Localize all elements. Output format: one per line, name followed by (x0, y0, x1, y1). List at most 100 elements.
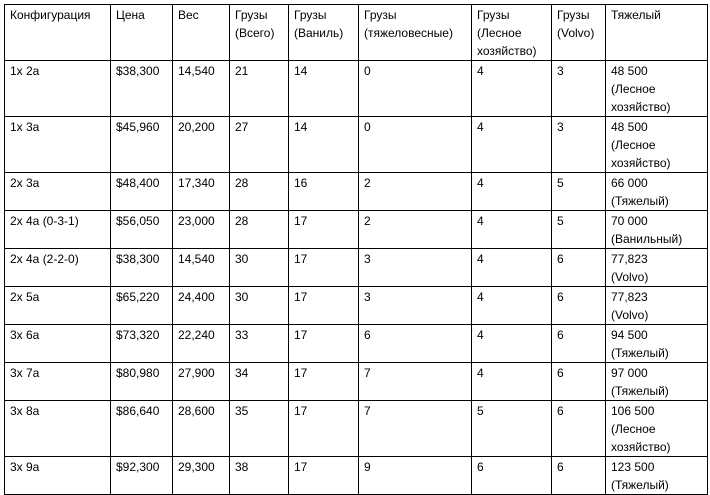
cell-loads-total: 21 (229, 60, 289, 117)
header-loads-forestry: Грузы (Лесное хозяйство) (471, 4, 552, 61)
cell-config: 3x 9a (4, 456, 111, 495)
cell-config: 3x 7a (4, 362, 111, 401)
cell-price: $73,320 (110, 324, 173, 363)
cell-price: $38,300 (110, 248, 173, 287)
cell-config: 3x 8a (4, 400, 111, 457)
table-row: 3x 6a $73,320 22,240 33 17 6 4 6 94 500 (Тяжелый… (4, 324, 708, 363)
cell-loads-vanilla: 14 (288, 60, 359, 117)
table-row: 1x 3a $45,960 20,200 27 14 0 4 3 48 500 (Лесное … (4, 116, 708, 173)
cell-config: 3x 6a (4, 324, 111, 363)
cell-price: $92,300 (110, 456, 173, 495)
header-price: Цена (110, 4, 173, 61)
cell-heavy: 94 500 (Тяжелый) (605, 324, 708, 363)
cell-price: $86,640 (110, 400, 173, 457)
cell-heavy: 97 000 (Тяжелый) (605, 362, 708, 401)
cell-loads-vanilla: 17 (288, 362, 359, 401)
header-heavy: Тяжелый (605, 4, 708, 61)
cell-loads-vanilla: 16 (288, 172, 359, 211)
cell-price: $56,050 (110, 210, 173, 249)
cell-loads-heavy: 2 (358, 210, 472, 249)
table-row: 2x 3a $48,400 17,340 28 16 2 4 5 66 000 (Тяжелый… (4, 172, 708, 211)
cell-price: $65,220 (110, 286, 173, 325)
cell-loads-total: 35 (229, 400, 289, 457)
configuration-table: Конфигурация Цена Вес Грузы (Всего) Грузы (В… (4, 4, 708, 495)
cell-loads-forestry: 6 (471, 456, 552, 495)
cell-loads-heavy: 0 (358, 60, 472, 117)
table-row: 1x 2a $38,300 14,540 21 14 0 4 3 48 500 (Лесное … (4, 60, 708, 117)
cell-heavy: 48 500 (Лесное хозяйство) (605, 116, 708, 173)
cell-loads-total: 38 (229, 456, 289, 495)
cell-loads-vanilla: 17 (288, 400, 359, 457)
header-row: Конфигурация Цена Вес Грузы (Всего) Грузы (В… (4, 4, 708, 61)
cell-weight: 28,600 (172, 400, 230, 457)
cell-loads-heavy: 3 (358, 248, 472, 287)
table-row: 3x 9a $92,300 29,300 38 17 9 6 6 123 500 (Тяжелы… (4, 456, 708, 495)
cell-price: $80,980 (110, 362, 173, 401)
cell-loads-forestry: 4 (471, 248, 552, 287)
table-row: 2x 4a (0-3-1) $56,050 23,000 28 17 2 4 5 70 000 … (4, 210, 708, 249)
cell-loads-total: 30 (229, 286, 289, 325)
table-row: 2x 4a (2-2-0) $38,300 14,540 30 17 3 4 6 77,823 … (4, 248, 708, 287)
table-row: 3x 7a $80,980 27,900 34 17 7 4 6 97 000 (Тяжелый… (4, 362, 708, 401)
cell-loads-volvo: 6 (551, 400, 606, 457)
cell-loads-forestry: 4 (471, 324, 552, 363)
cell-price: $48,400 (110, 172, 173, 211)
cell-loads-heavy: 3 (358, 286, 472, 325)
header-weight: Вес (172, 4, 230, 61)
cell-loads-forestry: 4 (471, 210, 552, 249)
cell-loads-volvo: 3 (551, 60, 606, 117)
cell-loads-forestry: 4 (471, 286, 552, 325)
cell-heavy: 66 000 (Тяжелый) (605, 172, 708, 211)
cell-price: $45,960 (110, 116, 173, 173)
cell-heavy: 48 500 (Лесное хозяйство) (605, 60, 708, 117)
cell-loads-total: 33 (229, 324, 289, 363)
cell-config: 2x 3a (4, 172, 111, 211)
header-loads-vanilla: Грузы (Ваниль) (288, 4, 359, 61)
cell-loads-vanilla: 17 (288, 210, 359, 249)
cell-weight: 23,000 (172, 210, 230, 249)
cell-weight: 20,200 (172, 116, 230, 173)
cell-loads-vanilla: 14 (288, 116, 359, 173)
header-loads-total: Грузы (Всего) (229, 4, 289, 61)
cell-weight: 14,540 (172, 248, 230, 287)
cell-heavy: 70 000 (Ванильный) (605, 210, 708, 249)
cell-config: 2x 4a (0-3-1) (4, 210, 111, 249)
cell-loads-forestry: 4 (471, 362, 552, 401)
cell-loads-volvo: 6 (551, 286, 606, 325)
header-loads-heavy: Грузы (тяжеловесные) (358, 4, 472, 61)
cell-loads-forestry: 4 (471, 172, 552, 211)
header-loads-volvo: Грузы (Volvo) (551, 4, 606, 61)
cell-heavy: 123 500 (Тяжелый) (605, 456, 708, 495)
cell-loads-total: 28 (229, 172, 289, 211)
cell-loads-heavy: 9 (358, 456, 472, 495)
cell-price: $38,300 (110, 60, 173, 117)
cell-loads-volvo: 5 (551, 172, 606, 211)
cell-loads-total: 28 (229, 210, 289, 249)
cell-loads-total: 34 (229, 362, 289, 401)
cell-loads-total: 30 (229, 248, 289, 287)
cell-loads-total: 27 (229, 116, 289, 173)
cell-loads-vanilla: 17 (288, 456, 359, 495)
cell-config: 2x 5a (4, 286, 111, 325)
table-row: 2x 5a $65,220 24,400 30 17 3 4 6 77,823 (Volvo) (4, 286, 708, 325)
cell-loads-heavy: 7 (358, 400, 472, 457)
cell-loads-heavy: 7 (358, 362, 472, 401)
cell-loads-vanilla: 17 (288, 248, 359, 287)
cell-weight: 27,900 (172, 362, 230, 401)
cell-loads-vanilla: 17 (288, 324, 359, 363)
cell-heavy: 77,823 (Volvo) (605, 286, 708, 325)
cell-config: 1x 3a (4, 116, 111, 173)
table-row: 3x 8a $86,640 28,600 35 17 7 5 6 106 500 (Лесное… (4, 400, 708, 457)
cell-config: 1x 2a (4, 60, 111, 117)
cell-config: 2x 4a (2-2-0) (4, 248, 111, 287)
header-config: Конфигурация (4, 4, 111, 61)
cell-loads-heavy: 6 (358, 324, 472, 363)
cell-loads-volvo: 3 (551, 116, 606, 173)
cell-heavy: 77,823 (Volvo) (605, 248, 708, 287)
cell-weight: 14,540 (172, 60, 230, 117)
cell-loads-forestry: 4 (471, 60, 552, 117)
cell-loads-forestry: 5 (471, 400, 552, 457)
cell-weight: 17,340 (172, 172, 230, 211)
cell-loads-forestry: 4 (471, 116, 552, 173)
cell-loads-vanilla: 17 (288, 286, 359, 325)
